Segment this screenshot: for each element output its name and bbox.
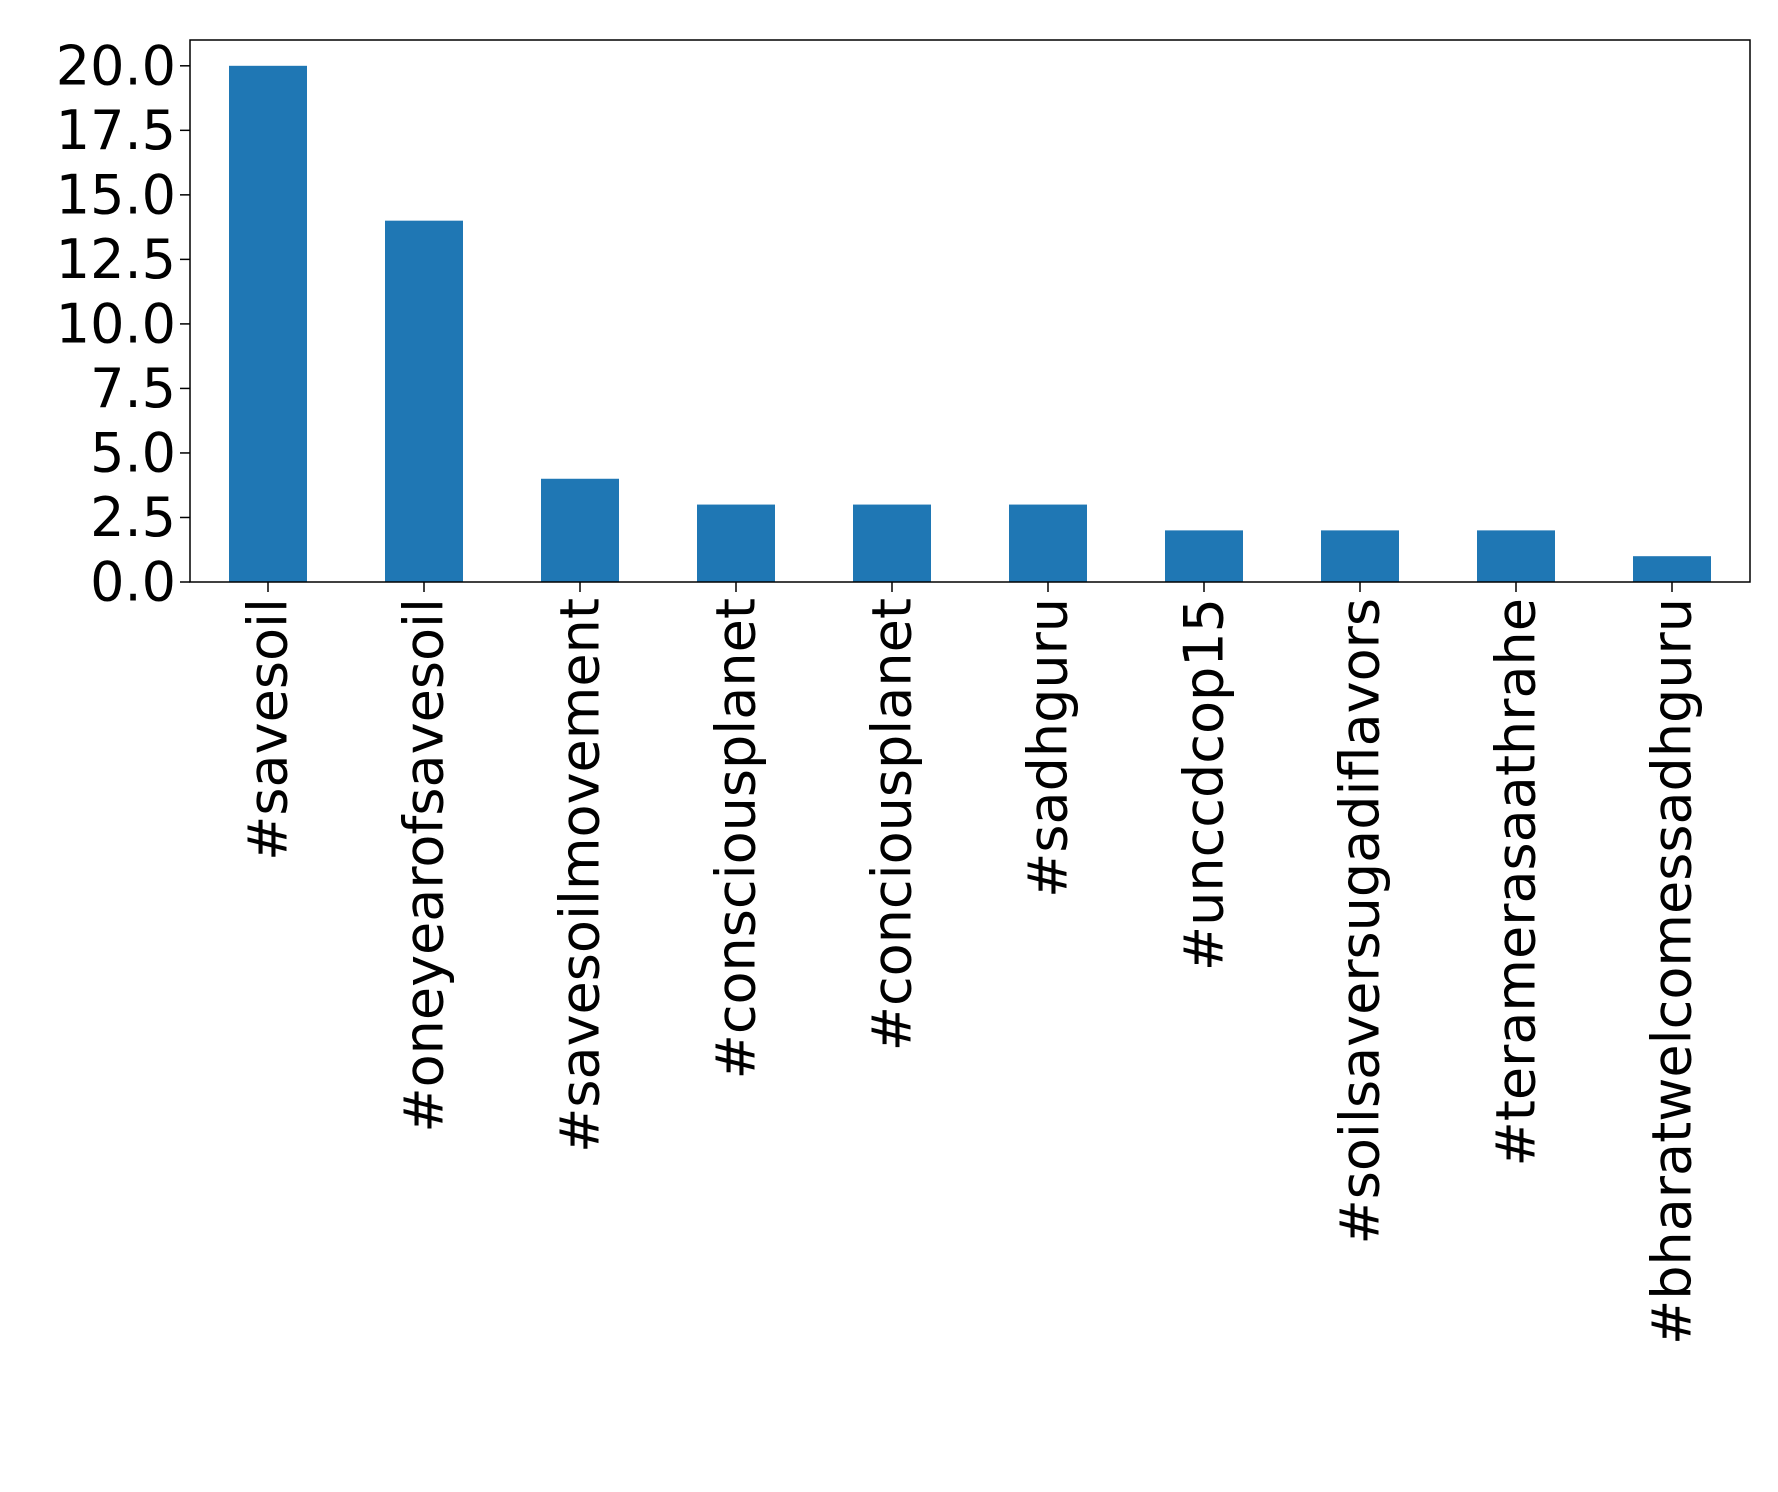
y-tick-label-3: 7.5 xyxy=(90,357,176,420)
x-tick-label-0: #savesoil xyxy=(237,598,300,861)
bar-8 xyxy=(1477,530,1555,582)
y-tick-label-4: 10.0 xyxy=(56,292,176,355)
bar-1 xyxy=(385,220,463,582)
bar-6 xyxy=(1165,530,1243,582)
bar-3 xyxy=(697,504,775,582)
bar-5 xyxy=(1009,504,1087,582)
plot-frame xyxy=(189,39,1751,583)
bar-0 xyxy=(229,65,307,583)
y-tick-label-8: 20.0 xyxy=(56,34,176,97)
x-tick-label-4: #conciousplanet xyxy=(861,598,924,1051)
y-axis: 0.02.55.07.510.012.515.017.520.0 xyxy=(56,34,190,614)
x-tick-label-3: #consciousplanet xyxy=(705,598,768,1079)
x-tick-label-5: #sadhguru xyxy=(1017,598,1080,898)
x-axis: #savesoil #oneyearofsavesoil #savesoilmove… xyxy=(237,582,1704,1345)
y-tick-label-2: 5.0 xyxy=(90,421,176,484)
x-tick-label-2: #savesoilmovement xyxy=(549,598,612,1153)
bar-9 xyxy=(1633,556,1711,582)
y-tick-label-5: 12.5 xyxy=(56,228,176,291)
y-tick-label-7: 17.5 xyxy=(56,99,176,162)
bars-group xyxy=(229,65,1711,583)
bar-7 xyxy=(1321,530,1399,582)
x-tick-label-8: #teramerasaathrahe xyxy=(1485,598,1548,1167)
y-tick-label-0: 0.0 xyxy=(90,551,176,614)
x-tick-label-9: #bharatwelcomessadhguru xyxy=(1641,598,1704,1345)
x-tick-label-7: #soilsaversugadiflavors xyxy=(1329,598,1392,1244)
y-tick-label-1: 2.5 xyxy=(90,486,176,549)
bar-4 xyxy=(853,504,931,582)
bar-2 xyxy=(541,478,619,582)
x-tick-label-1: #oneyearofsavesoil xyxy=(393,598,456,1133)
x-tick-label-6: #unccdcop15 xyxy=(1173,598,1236,971)
y-tick-label-6: 15.0 xyxy=(56,163,176,226)
